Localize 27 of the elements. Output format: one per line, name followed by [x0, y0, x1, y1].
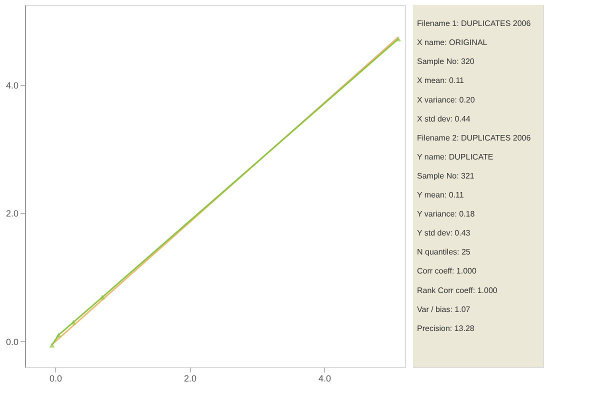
text: Y name: DUPLICATE [417, 152, 494, 162]
x-tick-label: 2.0 [184, 374, 197, 384]
text: Precision: 13.28 [417, 324, 475, 333]
y-tick-label: 2.0 [6, 208, 18, 219]
y-tick-label: 0.0 [6, 336, 18, 347]
text: X std dev: 0.44 [417, 114, 471, 124]
y-tick-label: 4.0 [6, 80, 18, 91]
point [100, 294, 106, 300]
x-tick-label: 0.0 [50, 374, 62, 384]
text: X mean: 0.11 [417, 76, 465, 86]
text: Filename 1: DUPLICATES 2006 [417, 19, 532, 28]
text: Filename 2: DUPLICATES 2006 [417, 133, 532, 142]
text: Y mean: 0.11 [417, 190, 464, 200]
text: Corr coeff: 1.000 [417, 266, 477, 276]
text: Var / bias: 1.07 [417, 304, 471, 314]
text: Sample No: 321 [417, 171, 475, 180]
x-tick-label: 4.0 [318, 374, 332, 384]
text: Y std dev: 0.43 [417, 228, 471, 238]
point [49, 342, 55, 348]
text: Y variance: 0.18 [417, 210, 476, 219]
text: X variance: 0.20 [417, 95, 476, 104]
point [70, 320, 76, 325]
text: N quantiles: 25 [417, 248, 471, 257]
point [56, 332, 62, 338]
text: Rank Corr coeff: 1.000 [417, 286, 498, 295]
text: Sample No: 320 [417, 57, 475, 66]
text: X name: ORIGINAL [417, 38, 488, 48]
